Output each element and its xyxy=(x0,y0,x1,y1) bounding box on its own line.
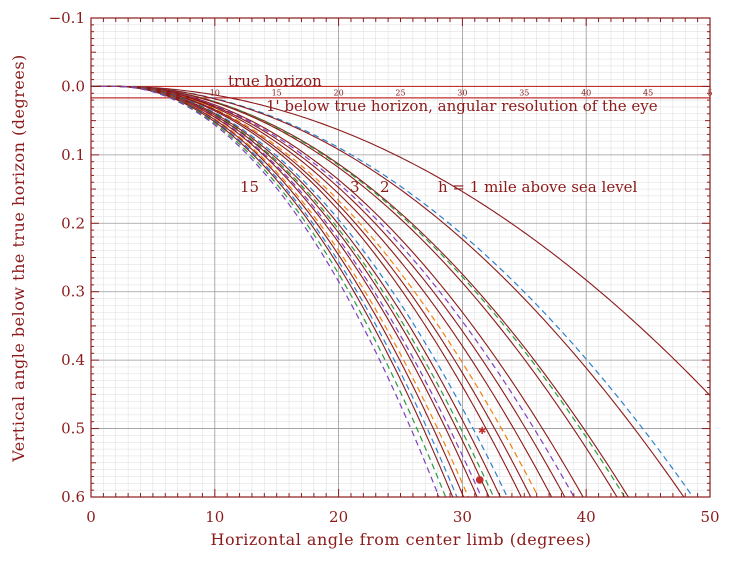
series-line xyxy=(91,85,539,497)
series-line xyxy=(91,85,618,497)
h3-label: 3 xyxy=(350,178,360,196)
series-line xyxy=(91,85,710,396)
x-tick-label: 20 xyxy=(329,508,348,526)
series-line xyxy=(91,85,685,497)
y-tick-label: −0.1 xyxy=(49,9,85,27)
h15-label: 15 xyxy=(240,178,259,196)
y-tick-label: 0.1 xyxy=(61,146,85,164)
x-tick-label: 30 xyxy=(453,508,472,526)
y-tick-label: 0.6 xyxy=(61,488,85,506)
x-tick-label: 10 xyxy=(205,508,224,526)
h1-label: h = 1 mile above sea level xyxy=(438,178,638,196)
horizon-tick-label: 15 xyxy=(272,88,282,97)
horizon-tick-label: 20 xyxy=(334,88,344,97)
one-arcmin-label: 1' below true horizon, angular resolutio… xyxy=(266,97,658,115)
y-tick-label: 0.5 xyxy=(61,420,85,438)
data-marker: ✱ xyxy=(478,426,486,437)
series-line xyxy=(91,85,440,497)
x-axis-title: Horizontal angle from center limb (degre… xyxy=(211,530,592,549)
tick-labels-group: 0 10 20 30 40 50 −0.1 0.0 0.1 0.2 0.3 0.4 0.5 0.6 10 15… xyxy=(49,9,720,526)
y-axis-title: Vertical angle below the true horizon (d… xyxy=(9,54,28,463)
y-tick-label: 0.3 xyxy=(61,283,85,301)
data-marker: ● xyxy=(475,475,484,486)
y-tick-label: 0.2 xyxy=(61,214,85,232)
h2-label: 2 xyxy=(380,178,390,196)
series-group xyxy=(91,85,710,497)
horizon-tick-label: 40 xyxy=(581,88,591,97)
horizon-tick-label: 25 xyxy=(395,88,405,97)
series-line xyxy=(91,85,495,497)
axes-group xyxy=(90,17,711,498)
horizon-tick-label: 5 xyxy=(707,88,712,97)
horizon-tick-label: 45 xyxy=(643,88,653,97)
x-tick-label: 0 xyxy=(86,508,96,526)
horizon-tick-label: 30 xyxy=(457,88,467,97)
y-tick-label: 0.4 xyxy=(61,351,85,369)
x-tick-label: 40 xyxy=(577,508,596,526)
series-line xyxy=(91,85,553,497)
y-tick-label: 0.0 xyxy=(61,77,85,95)
markers-group: ✱● xyxy=(475,426,486,486)
horizon-tick-label: 10 xyxy=(210,88,220,97)
horizon-tick-label: 35 xyxy=(519,88,529,97)
x-tick-label: 50 xyxy=(700,508,719,526)
true-horizon-label: true horizon xyxy=(228,72,322,90)
